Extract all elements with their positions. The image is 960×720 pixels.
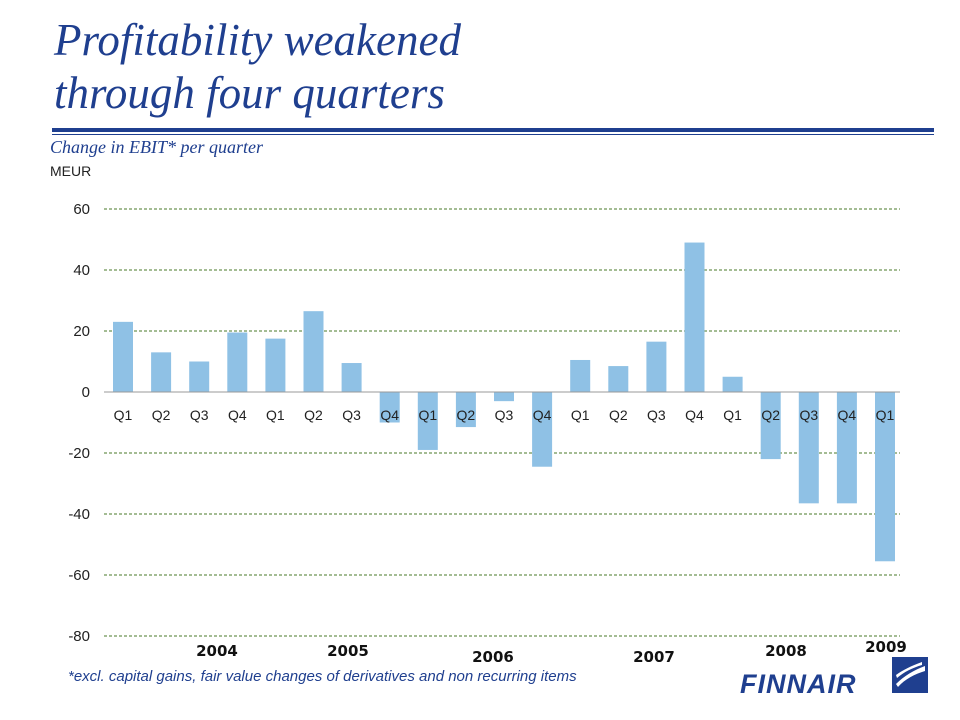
title-rule-thick <box>52 128 934 132</box>
x-tick-label: Q1 <box>723 407 742 423</box>
y-tick-label: -40 <box>68 506 90 523</box>
x-tick-label: Q4 <box>380 407 399 423</box>
bar <box>494 392 514 402</box>
bar <box>760 392 781 460</box>
bar <box>875 392 895 562</box>
x-tick-label: Q1 <box>571 407 590 423</box>
x-tick-label: Q2 <box>761 407 780 423</box>
x-tick-label: Q4 <box>685 407 704 423</box>
bar <box>836 392 857 504</box>
y-tick-label: 0 <box>82 384 90 401</box>
y-tick-label: 20 <box>73 323 90 340</box>
x-tick-label: Q2 <box>457 407 476 423</box>
bar <box>303 311 324 392</box>
bar <box>684 242 705 392</box>
bar <box>608 366 629 392</box>
x-tick-label: Q1 <box>418 407 437 423</box>
x-tick-label: Q1 <box>114 407 133 423</box>
bar <box>532 392 553 467</box>
bar <box>798 392 819 504</box>
year-label: 2005 <box>327 642 369 660</box>
chart-subtitle: Change in EBIT* per quarter <box>50 137 263 157</box>
bar <box>113 321 133 392</box>
bar <box>227 332 248 392</box>
y-tick-label: -60 <box>68 567 90 584</box>
y-tick-label: 60 <box>73 201 90 218</box>
bar <box>646 341 667 392</box>
y-tick-label: 40 <box>73 262 90 279</box>
x-tick-label: Q2 <box>304 407 323 423</box>
x-tick-label: Q2 <box>152 407 171 423</box>
x-tick-label: Q4 <box>228 407 247 423</box>
bar-chart: 60 40 20 0 -20 -40 -60 -80 Q1 Q2 Q3 Q4 Q1 Q2 Q3 Q4 Q1 Q2 Q… <box>68 201 900 645</box>
finnair-logo: FINNAIR <box>740 655 935 705</box>
x-tick-label: Q2 <box>609 407 628 423</box>
bar <box>151 352 172 392</box>
year-label: 2006 <box>472 648 514 666</box>
x-tick-label: Q4 <box>838 407 857 423</box>
title-line-2: through four quarters <box>54 68 445 118</box>
x-tick-label: Q3 <box>190 407 209 423</box>
title-rule-thin <box>52 134 934 135</box>
title-line-1: Profitability weakened <box>54 15 461 65</box>
unit-label: MEUR <box>50 163 92 179</box>
bar <box>417 392 438 450</box>
x-tick-label: Q3 <box>342 407 361 423</box>
bar <box>455 392 476 428</box>
bar <box>722 376 743 392</box>
bar <box>265 338 286 392</box>
y-tick-label: -20 <box>68 445 90 462</box>
finnair-emblem-icon <box>892 657 928 693</box>
x-tick-label: Q3 <box>799 407 818 423</box>
bar <box>379 392 400 423</box>
bar <box>189 361 210 392</box>
y-tick-label: -80 <box>68 628 90 645</box>
x-tick-label: Q4 <box>533 407 552 423</box>
logo-wordmark: FINNAIR <box>740 669 857 699</box>
year-label: 2004 <box>196 642 238 660</box>
x-tick-label: Q1 <box>266 407 285 423</box>
bar <box>570 359 591 392</box>
page-title: Profitability weakened through four quar… <box>54 14 461 120</box>
x-tick-label: Q1 <box>876 407 895 423</box>
x-tick-label: Q3 <box>495 407 514 423</box>
year-label: 2009 <box>865 638 907 656</box>
year-label: 2007 <box>633 648 675 666</box>
footnote: *excl. capital gains, fair value changes… <box>68 668 577 685</box>
year-label: 2008 <box>765 642 807 660</box>
x-tick-label: Q3 <box>647 407 666 423</box>
bar <box>341 363 362 392</box>
